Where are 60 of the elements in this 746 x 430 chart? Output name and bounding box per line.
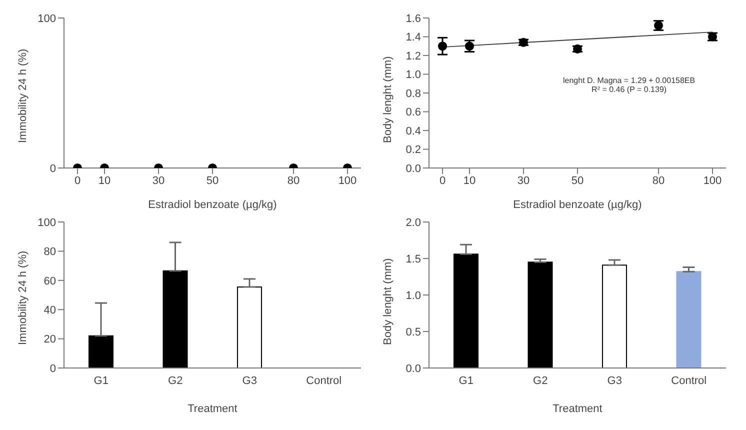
y-axis-title: Body lenght (mm): [382, 258, 394, 345]
x-tick-label: Control: [671, 374, 707, 387]
x-tick-label: 0: [439, 174, 446, 187]
x-tick-label: G3: [607, 374, 622, 387]
y-tick-label: 0: [50, 162, 56, 175]
y-tick-label: 1.6: [406, 12, 421, 25]
x-tick-label: 80: [652, 174, 665, 187]
x-tick-label: 50: [571, 174, 584, 187]
y-tick-label: 1.0: [406, 69, 421, 82]
y-tick-label: 0.0: [406, 362, 421, 375]
x-tick-label: 10: [463, 174, 476, 187]
x-tick-label: 100: [703, 174, 722, 187]
y-tick-label: 1.2: [406, 50, 421, 62]
x-tick-label: G1: [94, 374, 108, 387]
annotation: lenght D. Magna = 1.29 + 0.00158EB: [563, 76, 696, 85]
y-tick-label: 2.0: [406, 216, 421, 229]
annotation: R² = 0.46 (P = 0.139): [590, 85, 668, 94]
y-axis-title: Immobility 24 h (%): [16, 250, 29, 345]
y-tick-label: 0.6: [406, 106, 421, 119]
bar: [162, 270, 188, 368]
x-tick-label: 80: [287, 174, 300, 187]
bar: [602, 264, 627, 368]
y-tick-label: 0.4: [406, 125, 421, 138]
y-tick-label: 100: [38, 216, 56, 229]
x-axis-title: Estradiol benzoate (µg/kg): [148, 199, 277, 211]
bar: [88, 335, 114, 368]
x-tick-label: 30: [152, 174, 165, 187]
y-tick-label: 0.8: [406, 88, 421, 100]
y-tick-label: 40: [44, 304, 56, 317]
y-tick-label: 80: [44, 246, 56, 258]
y-tick-label: 1.0: [406, 290, 421, 302]
y-tick-label: 1.4: [406, 32, 421, 44]
y-tick-label: 0.0: [406, 162, 421, 175]
x-axis-title: Estradiol benzoate (µg/kg): [513, 199, 642, 211]
bar: [528, 262, 553, 368]
x-tick-label: 30: [517, 174, 530, 187]
bar: [676, 271, 702, 368]
y-tick-label: 1.5: [406, 253, 421, 266]
bar: [454, 254, 478, 368]
x-tick-label: G3: [242, 374, 257, 387]
x-tick-label: Control: [306, 374, 342, 387]
y-tick-label: 0.2: [406, 144, 421, 156]
y-tick-label: 0: [50, 362, 56, 375]
x-tick-label: 50: [206, 174, 219, 187]
x-tick-label: 100: [338, 174, 357, 187]
x-axis-title: Treatment: [552, 403, 602, 415]
x-tick-label: G2: [533, 374, 548, 387]
y-axis-title: Body lenght (mm): [382, 56, 394, 143]
x-tick-label: G1: [458, 374, 474, 387]
x-tick-label: 0: [74, 174, 81, 187]
y-tick-label: 60: [44, 275, 56, 288]
y-axis-title: Immobility 24 h (%): [16, 48, 29, 143]
x-axis-title: Treatment: [188, 403, 238, 415]
x-tick-label: G2: [168, 374, 183, 387]
y-tick-label: 100: [38, 12, 56, 25]
y-tick-label: 20: [44, 334, 56, 346]
point: [438, 42, 448, 51]
bar: [237, 286, 262, 368]
y-tick-label: 0.5: [406, 326, 421, 338]
x-tick-label: 10: [98, 174, 111, 187]
